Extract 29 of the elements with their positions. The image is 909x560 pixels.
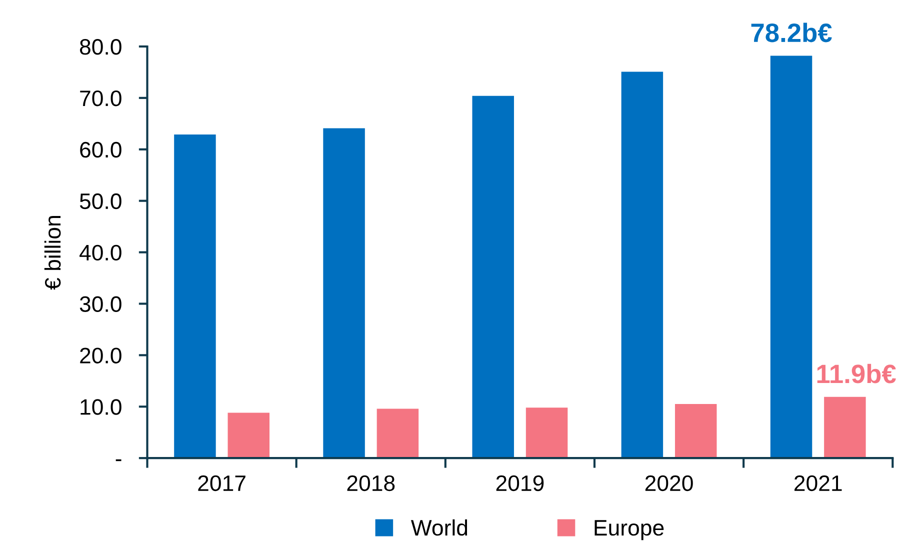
data-label: 11.9b€ bbox=[817, 364, 896, 384]
bar bbox=[824, 396, 866, 458]
bar bbox=[376, 408, 419, 458]
data-label: 78.2b€ bbox=[751, 22, 832, 42]
y-tick-label: 10.0 bbox=[80, 399, 122, 415]
bar bbox=[228, 412, 270, 458]
y-tick-label: 20.0 bbox=[80, 348, 122, 364]
y-tick-label: 40.0 bbox=[80, 244, 122, 261]
x-tick-label: 2017 bbox=[198, 475, 246, 492]
legend-label: Europe bbox=[594, 520, 664, 540]
legend-label: World bbox=[410, 519, 468, 536]
y-tick-label: 50.0 bbox=[80, 193, 122, 210]
bar bbox=[674, 404, 717, 458]
y-tick-label: 60.0 bbox=[80, 142, 122, 158]
x-tick-label: 2019 bbox=[496, 475, 544, 492]
y-tick-label: 70.0 bbox=[80, 90, 122, 106]
x-tick-label: 2021 bbox=[794, 475, 842, 492]
bar bbox=[174, 134, 216, 458]
y-tick-label: 80.0 bbox=[80, 39, 122, 55]
x-tick-label: 2018 bbox=[347, 475, 395, 492]
bar bbox=[621, 72, 664, 458]
y-tick-label: 30.0 bbox=[80, 296, 122, 312]
x-tick-label: 2020 bbox=[645, 475, 693, 492]
bar bbox=[526, 408, 568, 458]
bar bbox=[472, 96, 514, 458]
bar bbox=[323, 128, 365, 458]
y-tick-label: - bbox=[116, 459, 122, 462]
bar bbox=[770, 56, 812, 458]
y-axis-title: € billion bbox=[44, 216, 61, 290]
